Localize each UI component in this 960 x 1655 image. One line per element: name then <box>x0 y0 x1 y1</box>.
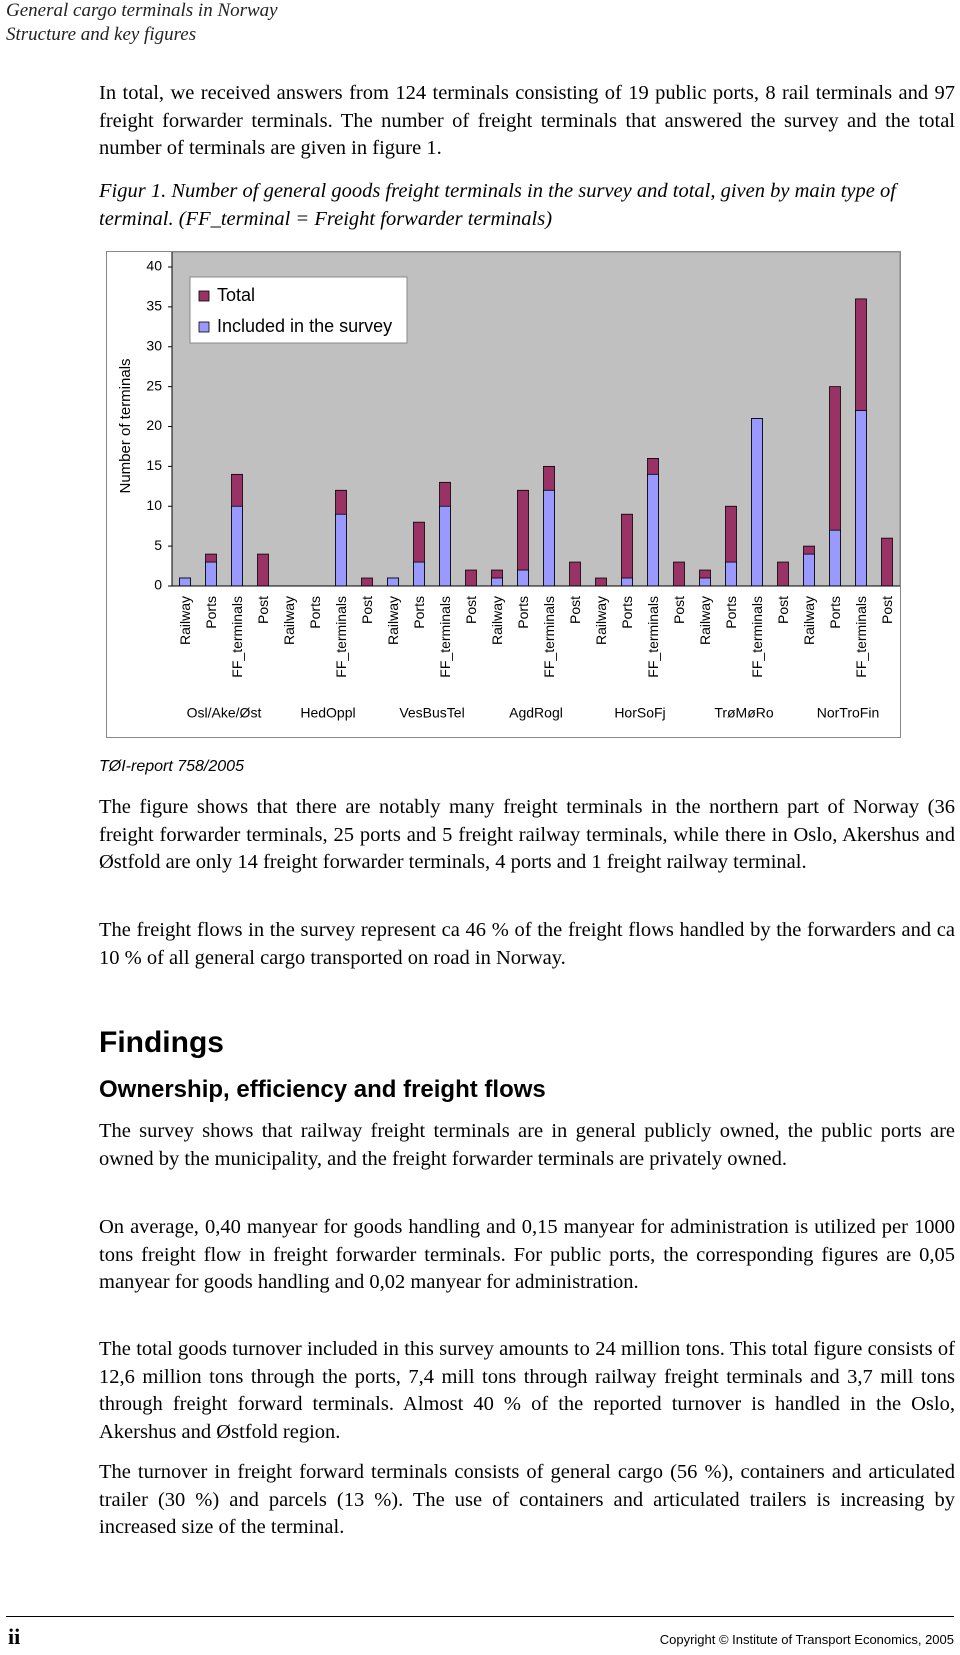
y-axis-label: Number of terminals <box>117 358 134 493</box>
x-tick-label: FF_terminals <box>437 596 453 678</box>
group-label: AgdRogl <box>509 705 563 721</box>
x-tick-label: Railway <box>697 596 713 645</box>
bar <box>699 577 711 587</box>
paragraph: On average, 0,40 manyear for goods handl… <box>99 1216 955 1293</box>
group-label: TrøMøRo <box>714 705 774 721</box>
x-tick-label: Railway <box>593 596 609 645</box>
x-tick-label: Ports <box>307 596 323 629</box>
x-tick-label: FF_terminals <box>853 596 869 678</box>
x-tick-label: FF_terminals <box>229 596 245 678</box>
x-tick-label: Post <box>567 596 583 624</box>
bar <box>673 561 685 587</box>
x-tick-label: Ports <box>723 596 739 629</box>
x-tick-label: Ports <box>827 596 843 629</box>
paragraph: In total, we received answers from 124 t… <box>99 82 955 159</box>
x-tick-label: Railway <box>801 596 817 645</box>
y-tick-label: 40 <box>146 258 162 274</box>
x-tick-label: FF_terminals <box>333 596 349 678</box>
paragraph: The survey shows that railway freight te… <box>99 1120 955 1170</box>
x-tick-label: Post <box>879 596 895 624</box>
legend-label: Included in the survey <box>217 316 392 336</box>
y-tick-label: 15 <box>146 457 162 473</box>
y-tick-label: 0 <box>154 577 162 593</box>
copyright: Copyright © Institute of Transport Econo… <box>659 1632 954 1647</box>
bar <box>621 577 633 587</box>
bar <box>803 553 815 587</box>
group-label: HorSoFj <box>614 705 665 721</box>
legend-label: Total <box>217 285 255 305</box>
x-tick-label: Post <box>255 596 271 624</box>
group-label: NorTroFin <box>817 705 880 721</box>
bar <box>647 473 659 587</box>
bar <box>829 529 841 587</box>
x-tick-label: Post <box>671 596 687 624</box>
x-tick-label: Railway <box>177 596 193 645</box>
bar <box>361 577 373 587</box>
y-tick-label: 5 <box>154 537 162 553</box>
x-tick-label: Post <box>775 596 791 624</box>
bar <box>569 561 581 587</box>
bar <box>595 577 607 587</box>
group-label: HedOppl <box>300 705 355 721</box>
x-tick-label: Post <box>463 596 479 624</box>
bar <box>543 489 555 587</box>
x-tick-label: Railway <box>489 596 505 645</box>
x-tick-label: Railway <box>385 596 401 645</box>
bar <box>517 569 529 587</box>
y-tick-label: 10 <box>146 497 162 513</box>
bar <box>491 577 503 587</box>
legend-box <box>189 276 408 344</box>
paragraph: The freight flows in the survey represen… <box>99 919 955 969</box>
bar <box>621 513 633 587</box>
bar <box>335 513 347 587</box>
bar <box>231 505 243 587</box>
y-tick-label: 25 <box>146 377 162 393</box>
x-tick-label: Ports <box>619 596 635 629</box>
header-subtitle: Structure and key figures <box>6 24 197 45</box>
y-tick-label: 30 <box>146 337 162 353</box>
group-label: Osl/Ake/Øst <box>187 705 262 721</box>
bar <box>881 537 893 587</box>
bar <box>751 418 763 587</box>
x-tick-label: FF_terminals <box>645 596 661 678</box>
bar <box>205 561 217 587</box>
legend-swatch <box>198 290 210 302</box>
x-tick-label: Ports <box>515 596 531 629</box>
page-number: ii <box>8 1624 21 1649</box>
y-tick-label: 35 <box>146 298 162 314</box>
x-tick-label: FF_terminals <box>749 596 765 678</box>
bar <box>179 577 191 587</box>
bar <box>439 505 451 587</box>
bar <box>465 569 477 587</box>
subheading: Ownership, efficiency and freight flows <box>99 1076 546 1103</box>
bar <box>387 577 399 587</box>
y-tick-label: 20 <box>146 417 162 433</box>
paragraph: The total goods turnover included in thi… <box>99 1338 955 1443</box>
x-tick-label: Ports <box>203 596 219 629</box>
paragraph: The figure shows that there are notably … <box>99 796 955 873</box>
x-tick-label: FF_terminals <box>541 596 557 678</box>
heading: Findings <box>99 1026 224 1059</box>
x-tick-label: Railway <box>281 596 297 645</box>
x-tick-label: Ports <box>411 596 427 629</box>
x-tick-label: Post <box>359 596 375 624</box>
source: TØI-report 758/2005 <box>99 758 244 775</box>
group-label: VesBusTel <box>399 705 464 721</box>
bar <box>725 561 737 587</box>
footer-rule <box>6 1616 954 1617</box>
chart: Number of terminals 0 5 10 15 20 25 30 35 40 Rail… <box>106 251 901 738</box>
bar <box>855 410 867 587</box>
legend-swatch <box>198 321 210 333</box>
paragraph: The turnover in freight forward terminal… <box>99 1461 955 1538</box>
bar <box>257 553 269 587</box>
figure-caption: Figur 1. Number of general goods freight… <box>99 180 896 230</box>
bar <box>777 561 789 587</box>
bar <box>413 561 425 587</box>
header-title: General cargo terminals in Norway <box>6 0 278 21</box>
